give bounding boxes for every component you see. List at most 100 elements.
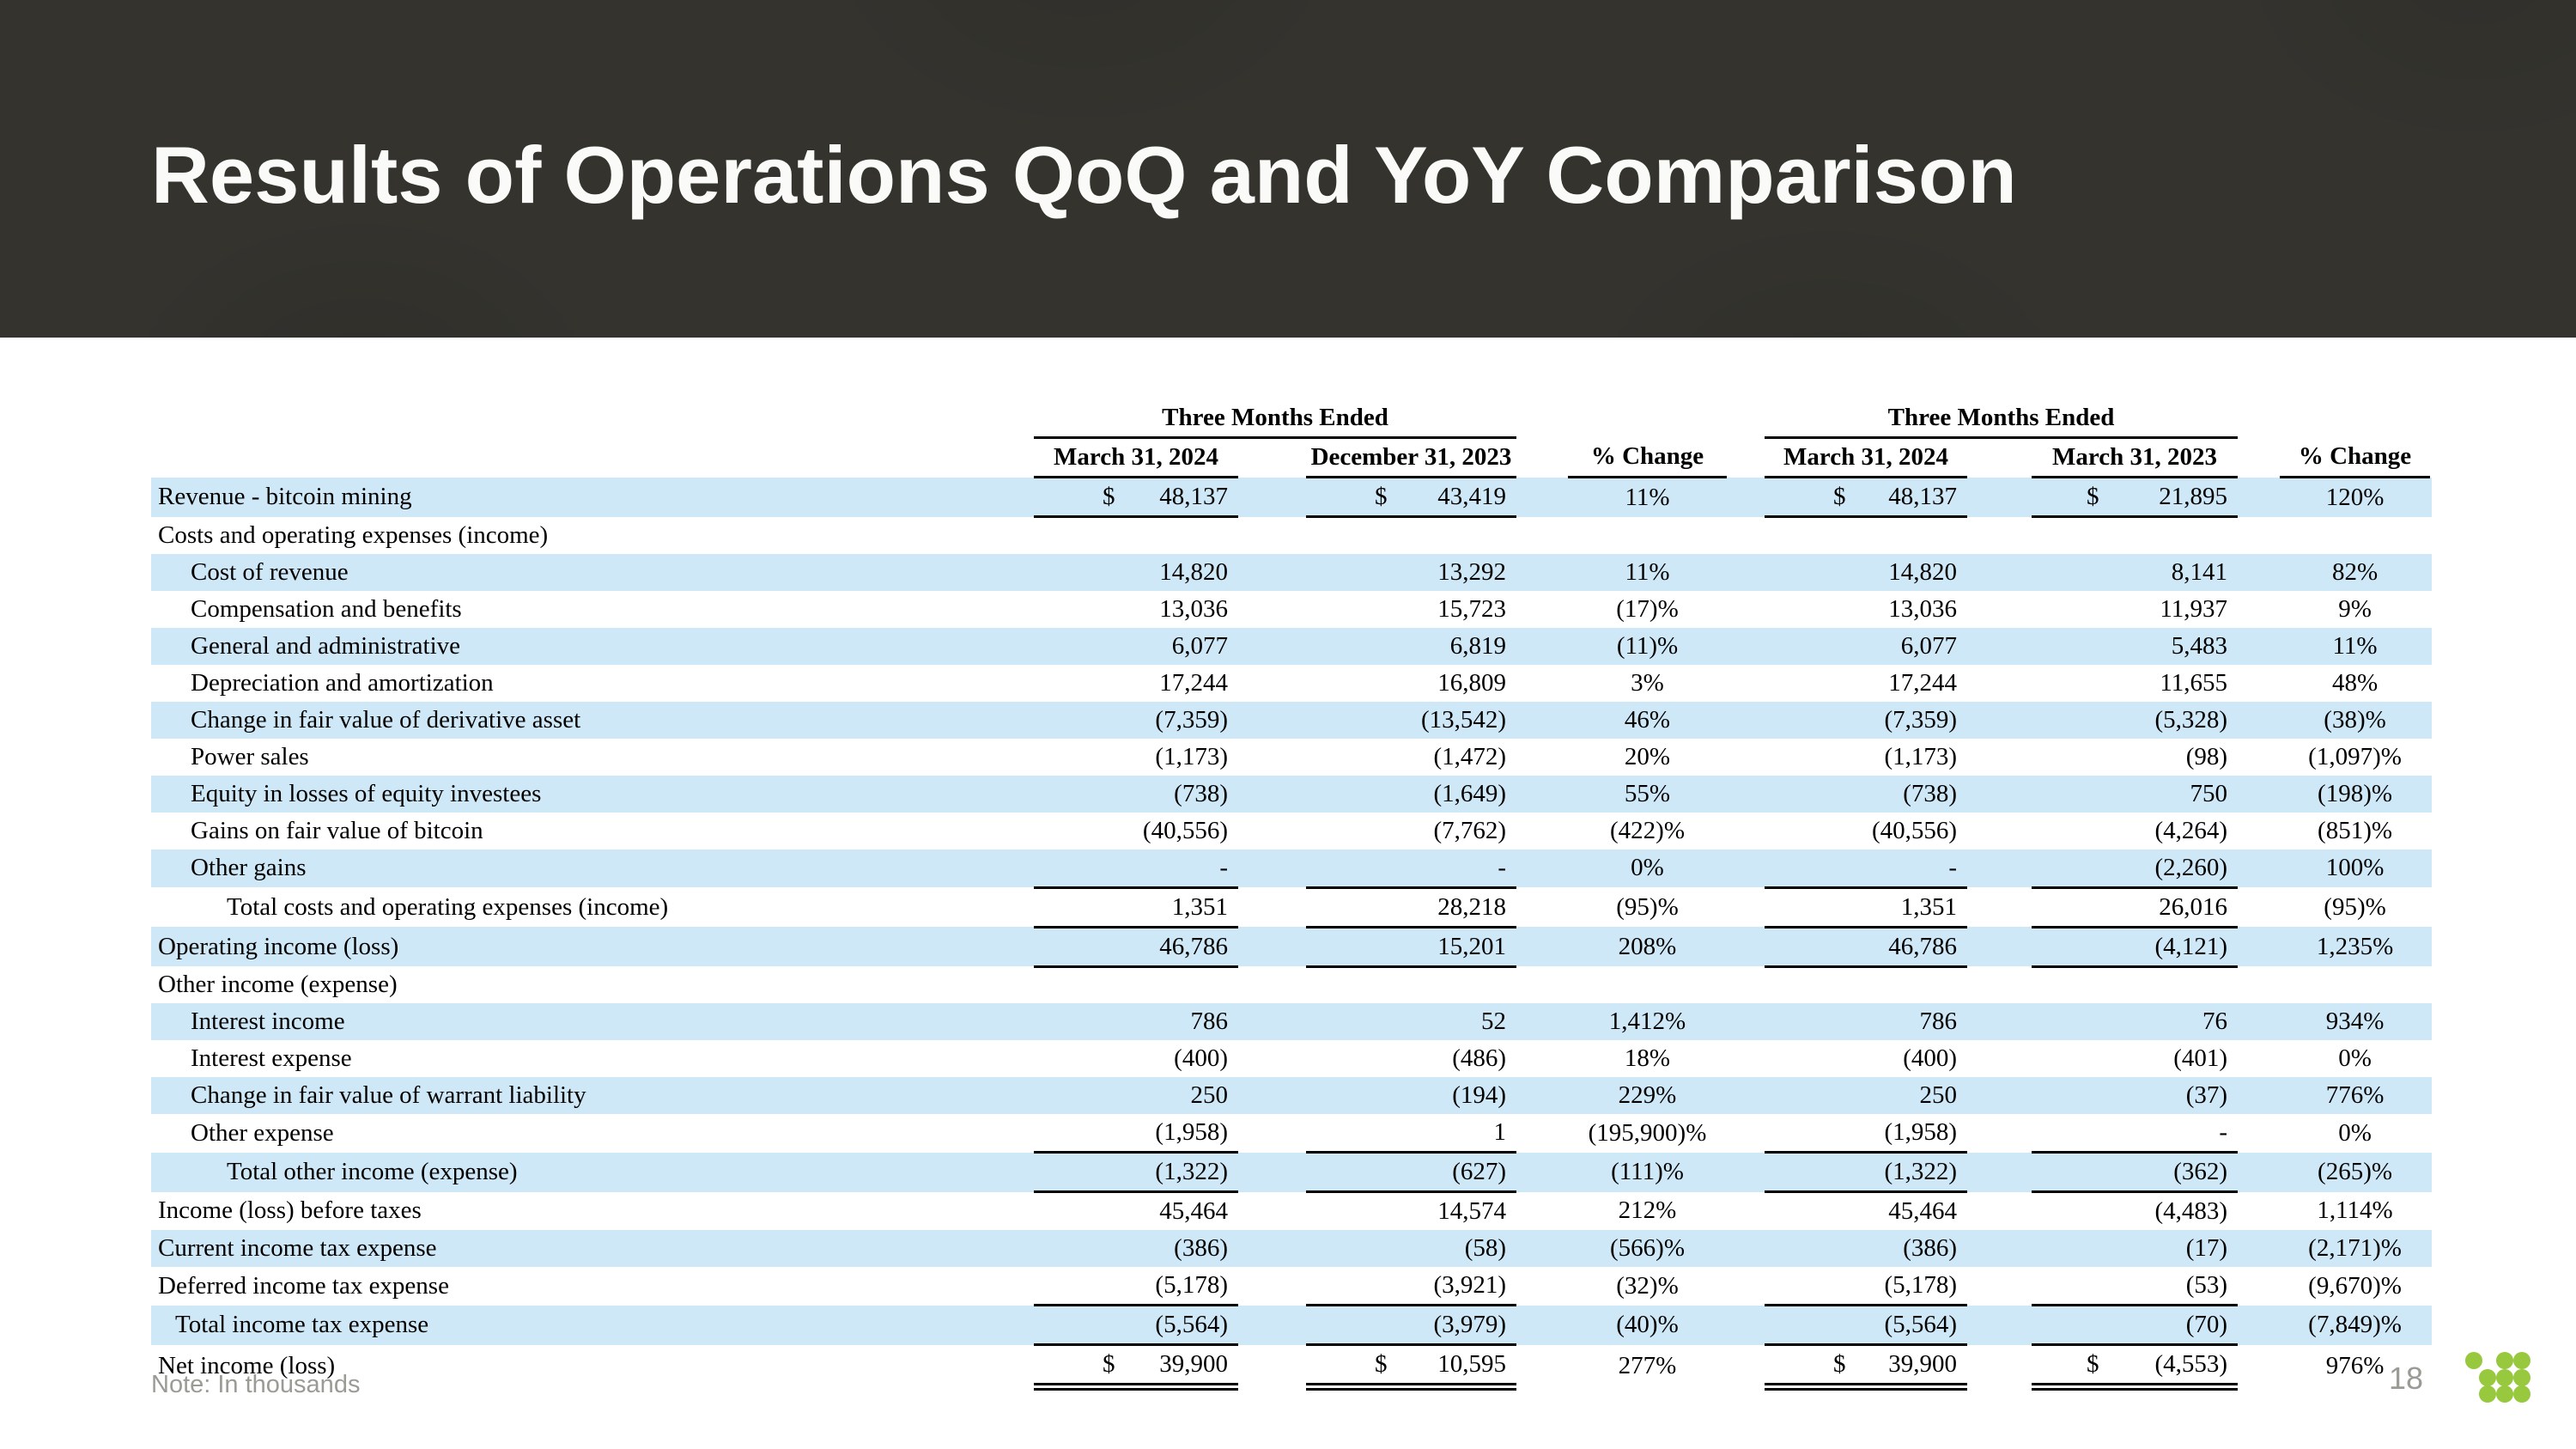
cell-yoy-prior: 8,141 bbox=[2032, 553, 2239, 591]
cell-value: 39,900 bbox=[1159, 1350, 1228, 1378]
cell-value: 0% bbox=[2338, 1118, 2372, 1147]
column-gap bbox=[1967, 1267, 2032, 1306]
row-label: Operating income (loss) bbox=[151, 927, 1034, 966]
cell-value: (2,260) bbox=[2154, 853, 2228, 881]
column-gap bbox=[1238, 927, 1306, 966]
cell-value: (38)% bbox=[2324, 705, 2386, 734]
page-number: 18 bbox=[2389, 1361, 2424, 1396]
cell-value: 9% bbox=[2338, 594, 2372, 623]
cell-value: 0% bbox=[2338, 1044, 2372, 1072]
cell-value: 5,483 bbox=[2171, 631, 2228, 660]
column-gap bbox=[1727, 553, 1765, 591]
cell-value: (40,556) bbox=[1142, 816, 1228, 844]
column-gap bbox=[1967, 627, 2032, 665]
cell-value: - bbox=[1948, 853, 1958, 881]
table-row: Net income (loss) $39,900 $10,595 277% $… bbox=[151, 1344, 2433, 1391]
row-label: Gains on fair value of bitcoin bbox=[151, 812, 1034, 849]
logo-dot bbox=[2479, 1385, 2496, 1403]
cell-value: (738) bbox=[1174, 779, 1228, 807]
cell-qoq-prior: 1 bbox=[1306, 1114, 1517, 1154]
cell-value: (738) bbox=[1903, 779, 1958, 807]
column-gap bbox=[1516, 477, 1569, 517]
cell-value: 776% bbox=[2325, 1081, 2385, 1109]
column-gap bbox=[1727, 1003, 1765, 1040]
column-gap bbox=[1967, 1230, 2032, 1267]
column-gap bbox=[1516, 1230, 1569, 1267]
cell-yoy-current: (40,556) bbox=[1765, 812, 1968, 849]
cell-value: (5,178) bbox=[1884, 1271, 1958, 1299]
cell-qoq-percent-change: (422)% bbox=[1568, 812, 1728, 849]
cell-value: (17) bbox=[2185, 1234, 2228, 1262]
group-header-qoq: Three Months Ended bbox=[1034, 399, 1517, 439]
cell-value: 20% bbox=[1624, 742, 1671, 770]
logo-dot bbox=[2513, 1352, 2530, 1369]
cell-value: 786 bbox=[1919, 1008, 1958, 1035]
cell-yoy-current: (1,173) bbox=[1765, 738, 1968, 776]
cell-value: 28,218 bbox=[1437, 892, 1507, 921]
cell-value: 46,786 bbox=[1888, 932, 1958, 960]
column-gap bbox=[1238, 1077, 1306, 1114]
spacer-cell bbox=[151, 437, 1034, 478]
table-row: Other gains - - 0% - (2,260) 100% bbox=[151, 849, 2433, 889]
row-label: Cost of revenue bbox=[151, 553, 1034, 591]
cell-value: (7,359) bbox=[1155, 705, 1228, 734]
cell-yoy-percent-change: (7,849)% bbox=[2280, 1305, 2431, 1345]
cell-value: 250 bbox=[1190, 1081, 1229, 1109]
column-gap bbox=[2238, 1305, 2281, 1345]
column-gap bbox=[1967, 1344, 2032, 1387]
cell-yoy-prior: (70) bbox=[2032, 1305, 2239, 1346]
cell-qoq-prior: (3,979) bbox=[1306, 1305, 1517, 1346]
cell-qoq-current: 14,820 bbox=[1034, 553, 1238, 591]
column-gap bbox=[1516, 812, 1569, 849]
row-edge bbox=[2430, 1267, 2433, 1306]
cell-qoq-prior: $10,595 bbox=[1306, 1344, 1517, 1391]
cell-qoq-percent-change: (95)% bbox=[1568, 887, 1728, 927]
column-gap bbox=[1238, 664, 1306, 702]
column-gap bbox=[1238, 812, 1306, 849]
column-gap bbox=[2238, 627, 2281, 665]
cell-value: (2,171)% bbox=[2308, 1234, 2402, 1262]
cell-value: (40,556) bbox=[1871, 816, 1958, 844]
cell-value: (362) bbox=[2173, 1158, 2228, 1185]
cell-value: (17)% bbox=[1616, 594, 1679, 623]
cell-qoq-prior bbox=[1306, 516, 1517, 554]
cell-yoy-percent-change: (265)% bbox=[2280, 1152, 2431, 1192]
cell-yoy-prior: (2,260) bbox=[2032, 849, 2239, 889]
column-gap bbox=[2238, 701, 2281, 739]
cell-yoy-current bbox=[1765, 516, 1968, 554]
row-edge bbox=[2430, 1077, 2433, 1114]
cell-qoq-percent-change: 18% bbox=[1568, 1040, 1728, 1077]
row-label: Total costs and operating expenses (inco… bbox=[151, 887, 1034, 927]
column-gap bbox=[1727, 477, 1765, 517]
cell-yoy-percent-change: 0% bbox=[2280, 1114, 2431, 1153]
cell-value: 1,114% bbox=[2317, 1196, 2393, 1225]
cell-value: 934% bbox=[2325, 1008, 2385, 1035]
cell-value: 13,292 bbox=[1437, 557, 1507, 586]
cell-value: 11,937 bbox=[2160, 594, 2228, 623]
dollar-sign: $ bbox=[2087, 483, 2099, 510]
column-gap bbox=[1238, 1114, 1306, 1153]
cell-value: 11% bbox=[1625, 557, 1670, 586]
column-gap bbox=[1967, 1003, 2032, 1040]
cell-qoq-percent-change: 0% bbox=[1568, 849, 1728, 887]
table-row: Interest expense (400) (486) 18% (400) (… bbox=[151, 1040, 2433, 1077]
column-gap bbox=[1238, 887, 1306, 927]
table-row: Gains on fair value of bitcoin (40,556) … bbox=[151, 812, 2433, 849]
column-gap bbox=[1516, 1267, 1569, 1306]
cell-value: (3,921) bbox=[1433, 1271, 1507, 1299]
cell-value: (1,173) bbox=[1884, 742, 1958, 770]
cell-value: (851)% bbox=[2318, 816, 2393, 844]
cell-qoq-prior: (1,649) bbox=[1306, 775, 1517, 813]
table-row: Cost of revenue 14,820 13,292 11% 14,820… bbox=[151, 553, 2433, 591]
cell-qoq-prior: 14,574 bbox=[1306, 1191, 1517, 1230]
cell-qoq-percent-change bbox=[1568, 516, 1728, 554]
column-gap bbox=[1516, 1305, 1569, 1345]
column-gap bbox=[1727, 1040, 1765, 1077]
cell-yoy-current: - bbox=[1765, 849, 1968, 889]
row-edge bbox=[2430, 966, 2433, 1003]
cell-value: 750 bbox=[2190, 779, 2228, 807]
table-row: Revenue - bitcoin mining $48,137 $43,419… bbox=[151, 477, 2433, 518]
cell-qoq-prior: (58) bbox=[1306, 1230, 1517, 1267]
dollar-sign: $ bbox=[1103, 1350, 1115, 1378]
